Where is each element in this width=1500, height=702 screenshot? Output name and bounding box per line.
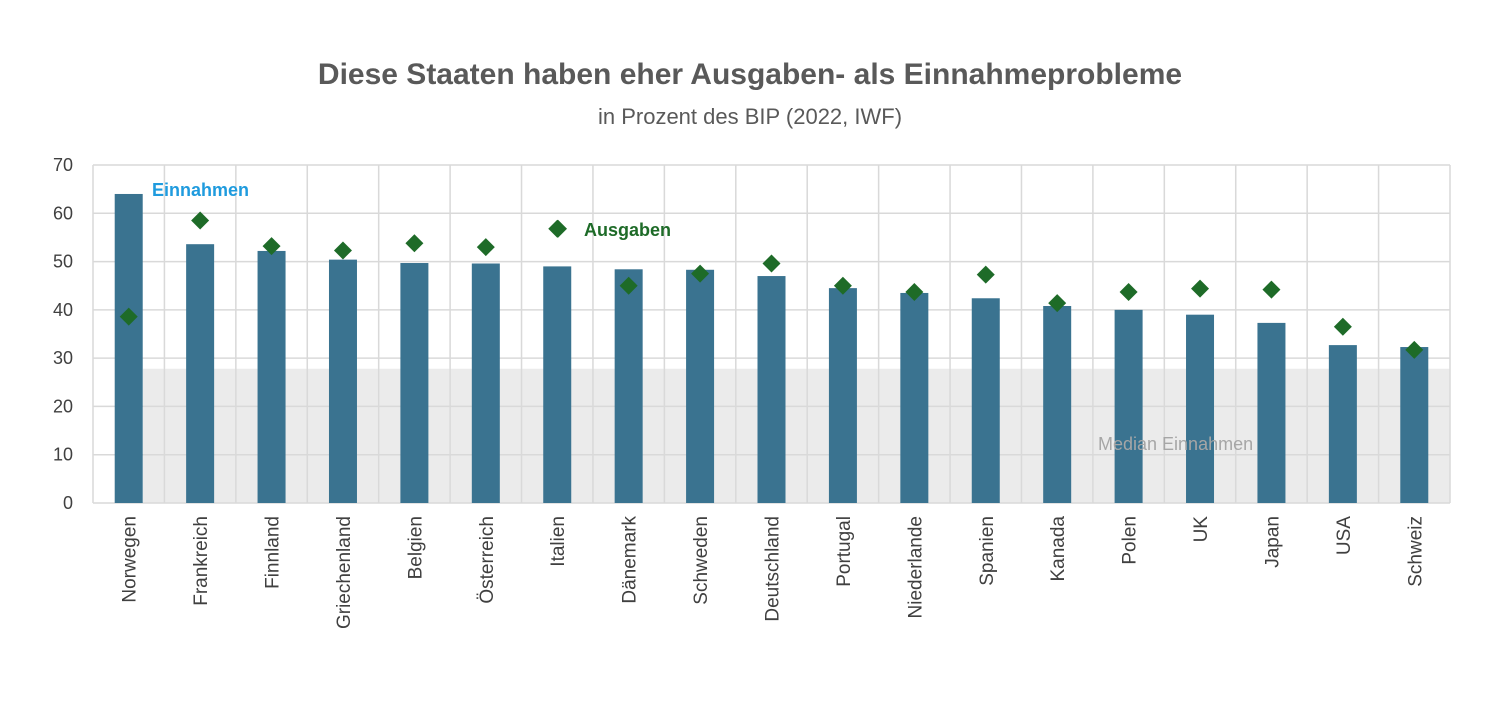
marker-ausgaben bbox=[405, 234, 424, 253]
x-category-label: Deutschland bbox=[763, 516, 784, 622]
x-category-label: Belgien bbox=[405, 516, 426, 579]
x-category-label: Portugal bbox=[834, 516, 855, 587]
marker-ausgaben bbox=[762, 254, 781, 273]
y-tick-label: 60 bbox=[53, 203, 73, 223]
bar-einnahmen bbox=[614, 269, 643, 503]
x-category-label: Frankreich bbox=[191, 516, 212, 606]
y-tick-label: 70 bbox=[53, 155, 73, 175]
bar-einnahmen bbox=[186, 244, 215, 503]
x-category-label: Kanada bbox=[1048, 516, 1069, 582]
chart-title: Diese Staaten haben eher Ausgaben- als E… bbox=[317, 58, 1183, 91]
bar-einnahmen bbox=[1257, 322, 1286, 503]
marker-ausgaben bbox=[476, 238, 495, 257]
marker-ausgaben bbox=[1262, 280, 1281, 299]
x-category-label: Schweiz bbox=[1405, 516, 1426, 587]
bar-einnahmen bbox=[400, 263, 429, 503]
y-tick-label: 10 bbox=[53, 445, 73, 465]
x-category-label: Griechenland bbox=[334, 516, 355, 629]
x-category-label: Italien bbox=[548, 516, 569, 567]
x-category-label: Schweden bbox=[691, 516, 712, 605]
y-tick-label: 50 bbox=[53, 252, 73, 272]
marker-ausgaben bbox=[1405, 340, 1424, 359]
bar-einnahmen bbox=[1400, 347, 1429, 503]
marker-ausgaben bbox=[333, 241, 352, 260]
bar-einnahmen bbox=[543, 266, 572, 503]
chart-subtitle: in Prozent des BIP (2022, IWF) bbox=[597, 104, 903, 129]
x-category-label: USA bbox=[1334, 516, 1355, 555]
y-tick-label: 30 bbox=[53, 348, 73, 368]
x-category-label: Österreich bbox=[477, 516, 498, 604]
marker-ausgaben bbox=[976, 265, 995, 284]
marker-ausgaben bbox=[262, 237, 281, 256]
y-tick-label: 0 bbox=[63, 493, 73, 513]
bar-einnahmen bbox=[900, 292, 929, 503]
y-tick-label: 20 bbox=[53, 396, 73, 416]
marker-ausgaben bbox=[119, 307, 138, 326]
legend-ausgaben: Ausgaben bbox=[584, 220, 671, 240]
legend-ausgaben-marker bbox=[549, 219, 567, 238]
y-tick-label: 40 bbox=[53, 300, 73, 320]
marker-ausgaben bbox=[1119, 282, 1138, 301]
bar-einnahmen bbox=[686, 269, 715, 503]
median-label: Median Einnahmen bbox=[1098, 434, 1253, 454]
marker-ausgaben bbox=[1191, 279, 1210, 298]
bar-einnahmen bbox=[757, 276, 786, 503]
legend-einnahmen: Einnahmen bbox=[152, 180, 249, 200]
marker-ausgaben bbox=[191, 211, 210, 230]
marker-ausgaben bbox=[1048, 294, 1067, 313]
x-category-label: Spanien bbox=[977, 516, 998, 586]
bar-einnahmen bbox=[328, 259, 357, 503]
x-category-label: Niederlande bbox=[905, 516, 926, 618]
marker-ausgaben bbox=[905, 282, 924, 301]
bar-einnahmen bbox=[1186, 314, 1215, 503]
x-category-label: Norwegen bbox=[120, 516, 141, 603]
bar-einnahmen bbox=[257, 250, 286, 503]
bar-einnahmen bbox=[971, 298, 1000, 503]
marker-ausgaben bbox=[691, 264, 710, 283]
bar-einnahmen bbox=[114, 193, 143, 503]
bar-einnahmen bbox=[1328, 345, 1357, 503]
marker-ausgaben bbox=[619, 276, 638, 295]
bar-einnahmen bbox=[828, 288, 857, 503]
x-category-label: Japan bbox=[1262, 516, 1283, 568]
median-band bbox=[143, 368, 1450, 503]
bar-einnahmen bbox=[471, 263, 500, 503]
x-category-label: Finnland bbox=[263, 516, 284, 589]
x-category-label: UK bbox=[1191, 516, 1212, 543]
x-category-label: Polen bbox=[1120, 516, 1141, 565]
x-category-label: Dänemark bbox=[620, 516, 641, 604]
bar-einnahmen bbox=[1043, 305, 1072, 503]
marker-ausgaben bbox=[833, 276, 852, 295]
marker-ausgaben bbox=[1333, 317, 1352, 336]
bar-einnahmen bbox=[1114, 309, 1143, 503]
